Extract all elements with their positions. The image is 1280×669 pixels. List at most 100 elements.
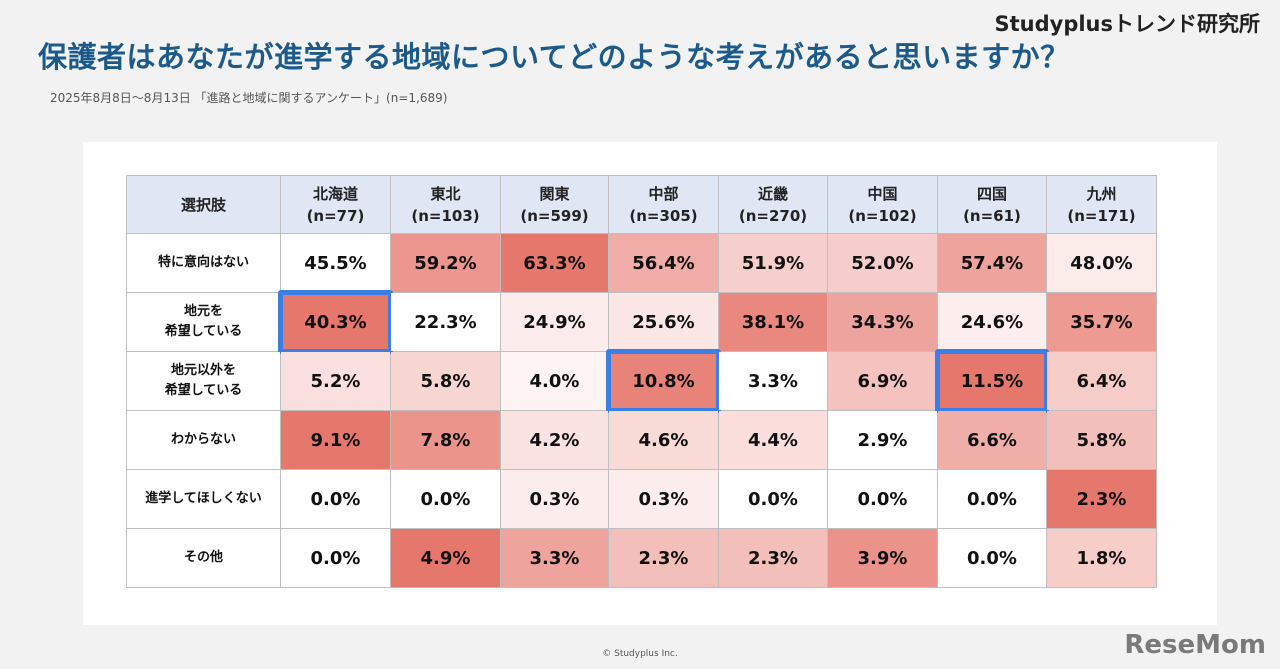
cell-value: 22.3% xyxy=(414,311,477,333)
heatmap-cell: 6.9% xyxy=(827,351,938,411)
cell-value: 3.3% xyxy=(529,547,580,569)
column-header: 関東 (n=599) xyxy=(500,175,609,234)
cell-value: 3.3% xyxy=(748,370,798,392)
heatmap-cell: 56.4% xyxy=(608,233,719,293)
cell-value: 38.1% xyxy=(741,311,805,333)
column-header: 四国 (n=61) xyxy=(937,175,1047,234)
heatmap-cell: 24.9% xyxy=(500,292,609,352)
cell-value: 4.6% xyxy=(638,429,689,451)
heatmap-cell: 59.2% xyxy=(390,233,501,293)
cell-value: 2.3% xyxy=(1076,488,1127,510)
page-title: 保護者はあなたが進学する地域についてどのような考えがあると思いますか？ xyxy=(38,40,1070,74)
heatmap-cell: 48.0% xyxy=(1046,233,1157,293)
cell-value: 48.0% xyxy=(1070,252,1133,274)
heatmap-cell: 4.4% xyxy=(718,410,828,470)
region-name: 四国 xyxy=(976,184,1007,203)
heatmap-cell: 2.9% xyxy=(827,410,938,470)
column-header: 九州 (n=171) xyxy=(1046,175,1157,234)
heatmap-cell: 3.3% xyxy=(718,351,828,411)
cell-value: 34.3% xyxy=(851,311,914,333)
region-name: 中部 xyxy=(648,184,679,203)
cell-value: 2.3% xyxy=(638,547,689,569)
column-header: 中国 (n=102) xyxy=(827,175,938,234)
heatmap-cell: 7.8% xyxy=(390,410,501,470)
cell-value: 4.9% xyxy=(420,547,471,569)
heatmap-cell: 5.8% xyxy=(1046,410,1157,470)
cell-value: 7.8% xyxy=(420,429,471,451)
cell-value: 24.9% xyxy=(523,311,586,333)
sample-size: (n=102) xyxy=(848,206,917,225)
region-name: 近畿 xyxy=(757,184,788,203)
column-header: 近畿 (n=270) xyxy=(718,175,828,234)
heatmap-cell: 63.3% xyxy=(500,233,609,293)
cell-value: 56.4% xyxy=(632,252,695,274)
cell-value: 52.0% xyxy=(851,252,914,274)
corner-label: 選択肢 xyxy=(126,175,281,234)
table-row: 地元以外を 希望している 5.2% 5.8% 4.0% 10.8% 3.3% 6.9% 11.5… xyxy=(126,349,1157,413)
heatmap-cell: 4.0% xyxy=(500,351,609,411)
cell-value: 4.2% xyxy=(529,429,580,451)
heatmap-cell: 2.3% xyxy=(1046,469,1157,529)
cell-value: 0.0% xyxy=(967,488,1017,510)
column-header: 東北 (n=103) xyxy=(390,175,501,234)
table-row: その他 0.0% 4.9% 3.3% 2.3% 2.3% 3.9% 0.0% 1.8% xyxy=(126,528,1157,588)
heatmap-cell: 4.6% xyxy=(608,410,719,470)
heatmap-cell: 9.1% xyxy=(280,410,391,470)
heatmap-cell: 0.0% xyxy=(280,469,391,529)
heatmap-cell: 6.6% xyxy=(937,410,1047,470)
sample-size: (n=171) xyxy=(1067,206,1136,225)
column-header: 中部 (n=305) xyxy=(608,175,719,234)
sample-size: (n=77) xyxy=(306,206,365,225)
row-label: その他 xyxy=(126,528,281,588)
heatmap-cell: 11.5% xyxy=(935,349,1049,413)
cell-value: 0.0% xyxy=(748,488,798,510)
cell-value: 11.5% xyxy=(960,370,1024,392)
cell-value: 2.3% xyxy=(748,547,798,569)
cell-value: 2.9% xyxy=(857,429,908,451)
region-name: 東北 xyxy=(430,184,461,203)
row-label-line: 希望している xyxy=(164,324,243,339)
row-label: 地元を 希望している xyxy=(126,292,281,352)
heatmap-cell: 10.8% xyxy=(606,349,721,413)
heatmap-cell: 0.3% xyxy=(500,469,609,529)
sample-size: (n=305) xyxy=(629,206,698,225)
cell-value: 57.4% xyxy=(960,252,1024,274)
table-row: 特に意向はない 45.5% 59.2% 63.3% 56.4% 51.9% 52.0% 57.… xyxy=(126,233,1157,293)
cell-value: 5.8% xyxy=(420,370,471,392)
cell-value: 24.6% xyxy=(960,311,1024,333)
cell-value: 4.0% xyxy=(529,370,580,392)
heatmap-cell: 38.1% xyxy=(718,292,828,352)
cell-value: 0.0% xyxy=(967,547,1017,569)
heatmap-cell: 2.3% xyxy=(718,528,828,588)
sample-size: (n=61) xyxy=(963,206,1021,225)
heatmap-cell: 57.4% xyxy=(937,233,1047,293)
cell-value: 0.0% xyxy=(420,488,471,510)
cell-value: 5.8% xyxy=(1076,429,1127,451)
heatmap-cell: 52.0% xyxy=(827,233,938,293)
cell-value: 63.3% xyxy=(523,252,586,274)
cell-value: 5.2% xyxy=(310,370,361,392)
cell-value: 45.5% xyxy=(304,252,367,274)
heatmap-cell: 51.9% xyxy=(718,233,828,293)
sample-size: (n=599) xyxy=(520,206,589,225)
brand-name: Studyplusトレンド研究所 xyxy=(994,12,1260,36)
region-name: 中国 xyxy=(867,184,898,203)
row-label: 進学してほしくない xyxy=(126,469,281,529)
heatmap-cell: 5.8% xyxy=(390,351,501,411)
cell-value: 9.1% xyxy=(310,429,361,451)
heatmap-cell: 3.3% xyxy=(500,528,609,588)
heatmap-cell: 0.3% xyxy=(608,469,719,529)
table-row: 地元を 希望している 40.3% 22.3% 24.9% 25.6% 38.1% 34.3% 2… xyxy=(126,290,1157,354)
sample-size: (n=270) xyxy=(738,206,808,225)
cell-value: 40.3% xyxy=(304,311,367,333)
row-label-line: その他 xyxy=(183,550,223,565)
cell-value: 4.4% xyxy=(748,429,798,451)
heatmap-cell: 2.3% xyxy=(608,528,719,588)
cell-value: 35.7% xyxy=(1070,311,1133,333)
row-label-line: 地元を xyxy=(183,304,223,319)
row-label-line: 特に意向はない xyxy=(157,255,249,270)
row-label: 地元以外を 希望している xyxy=(126,351,281,411)
region-name: 関東 xyxy=(539,184,570,203)
row-label-line: 進学してほしくない xyxy=(145,491,262,506)
heatmap-cell: 0.0% xyxy=(827,469,938,529)
